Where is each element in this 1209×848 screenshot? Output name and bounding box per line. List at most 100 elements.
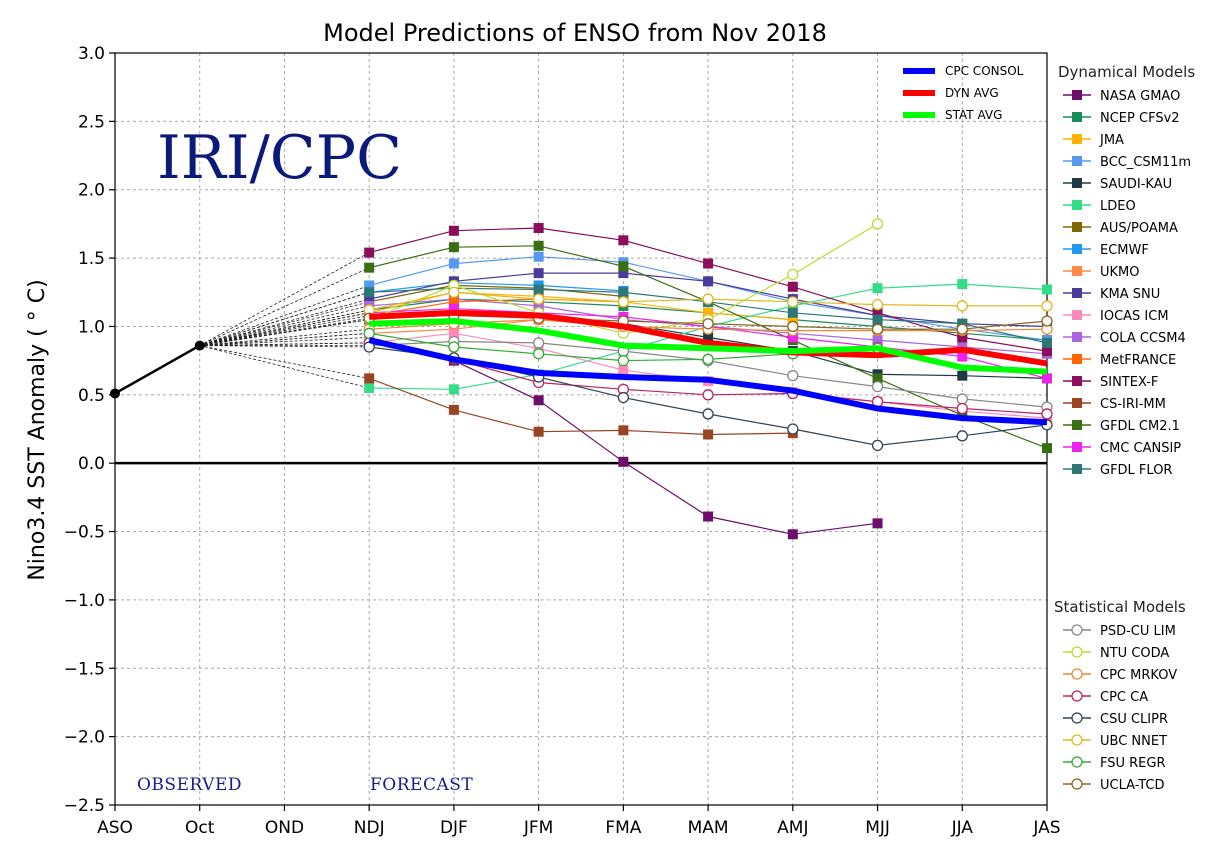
data-point [448, 328, 459, 339]
fan-line [199, 342, 370, 346]
data-point [532, 348, 545, 360]
x-tick-label: MJJ [865, 818, 890, 838]
data-point [532, 293, 545, 305]
legend-swatch-marker [1071, 624, 1083, 636]
legend-label: GFDL CM2.1 [1100, 419, 1180, 434]
fan-line [199, 345, 370, 348]
series-layer [110, 218, 1053, 540]
data-point [703, 307, 714, 318]
legend-swatch-marker [1072, 332, 1082, 342]
data-point [702, 353, 714, 365]
series-line [368, 377, 793, 436]
data-point [448, 258, 459, 269]
y-tick-label: 3.0 [78, 44, 105, 64]
data-point [957, 351, 968, 362]
data-point [957, 279, 968, 290]
data-point [1042, 337, 1052, 348]
data-point [533, 300, 544, 311]
data-point [787, 370, 799, 382]
data-point [364, 247, 375, 258]
series-stat-avg [369, 318, 1048, 375]
data-point [957, 332, 968, 343]
legend-label: SAUDI-KAU [1100, 177, 1172, 192]
series-dyn-avg [369, 309, 1048, 367]
x-tick-label: ASO [97, 818, 133, 838]
data-point [702, 408, 714, 420]
legend-label: CS-IRI-MM [1100, 397, 1166, 412]
forecast-annotation: FORECAST [370, 775, 473, 795]
legend-swatch-marker [1072, 266, 1082, 276]
legend-label: IOCAS ICM [1100, 309, 1169, 324]
fan-line [199, 267, 370, 346]
y-tick-label: 2.5 [78, 112, 105, 132]
data-point [1042, 346, 1052, 357]
data-point [617, 354, 630, 367]
data-point [364, 373, 375, 384]
data-point [872, 314, 883, 325]
fan-line [199, 301, 370, 346]
watermark-label: IRI/CPC [157, 123, 402, 193]
data-point [956, 300, 968, 312]
data-point [618, 261, 629, 272]
legend-swatch-marker [1071, 734, 1083, 746]
chart-title: Model Predictions of ENSO from Nov 2018 [323, 19, 827, 47]
data-point [617, 296, 630, 308]
data-point [956, 402, 968, 415]
legend-swatch-marker [1072, 376, 1082, 386]
legend-label: CPC CA [1100, 690, 1148, 705]
data-point [364, 294, 375, 305]
main-legend-label: STAT AVG [945, 108, 1002, 122]
legend-label: NCEP CFSv2 [1100, 111, 1180, 126]
legend-swatch-marker [1072, 420, 1082, 430]
legend-swatch-marker [1072, 134, 1082, 144]
legend-label: PSD-CU LIM [1100, 624, 1176, 639]
side-legend: Dynamical Models NASA GMAO NCEP CFSv2 JMA BC… [1054, 63, 1195, 793]
data-point [533, 240, 544, 251]
fan-line [199, 317, 370, 346]
legend-swatch-marker [1071, 778, 1083, 790]
legend-label: FSU REGR [1100, 756, 1166, 771]
data-point [448, 296, 459, 307]
y-tick-label: −1.0 [64, 591, 105, 611]
legend-label: CMC CANSIP [1100, 441, 1181, 456]
data-point [956, 323, 968, 335]
data-point [787, 423, 799, 435]
legend-swatch-marker [1072, 112, 1082, 122]
legend-label: GFDL FLOR [1100, 463, 1172, 478]
legend-swatch-marker [1072, 156, 1082, 166]
data-point [871, 323, 884, 335]
data-point [872, 283, 883, 294]
data-point [703, 258, 714, 269]
y-tick-label: −0.5 [64, 523, 105, 543]
data-point [1042, 443, 1052, 454]
fan-line [199, 315, 370, 346]
data-point [956, 430, 968, 442]
data-point [618, 365, 629, 376]
data-point [787, 296, 799, 308]
data-point [787, 529, 798, 540]
legend-swatch-marker [1072, 288, 1082, 298]
x-tick-label: MAM [688, 818, 729, 838]
data-point [618, 287, 629, 298]
legend-swatch-marker [1072, 90, 1082, 100]
legend-label: SINTEX-F [1100, 375, 1158, 390]
main-legend-label: CPC CONSOL [945, 64, 1024, 78]
y-tick-label: 0.0 [78, 454, 105, 474]
legend-swatch-marker [1072, 442, 1082, 452]
legend-swatch-marker [1072, 178, 1082, 188]
fan-line [199, 319, 370, 346]
x-tick-label: JFM [523, 818, 553, 838]
data-point [872, 518, 883, 529]
x-tick-label: DJF [440, 818, 468, 838]
fan-line [199, 312, 370, 346]
legend-label: ECMWF [1100, 243, 1149, 258]
data-point [448, 384, 459, 395]
data-point [533, 223, 544, 234]
x-tick-label: OND [265, 818, 304, 838]
main-legend-label: DYN AVG [945, 86, 999, 100]
data-point [872, 335, 883, 346]
fan-line [199, 332, 370, 346]
data-point [702, 389, 714, 401]
y-tick-label: −2.5 [64, 796, 105, 816]
